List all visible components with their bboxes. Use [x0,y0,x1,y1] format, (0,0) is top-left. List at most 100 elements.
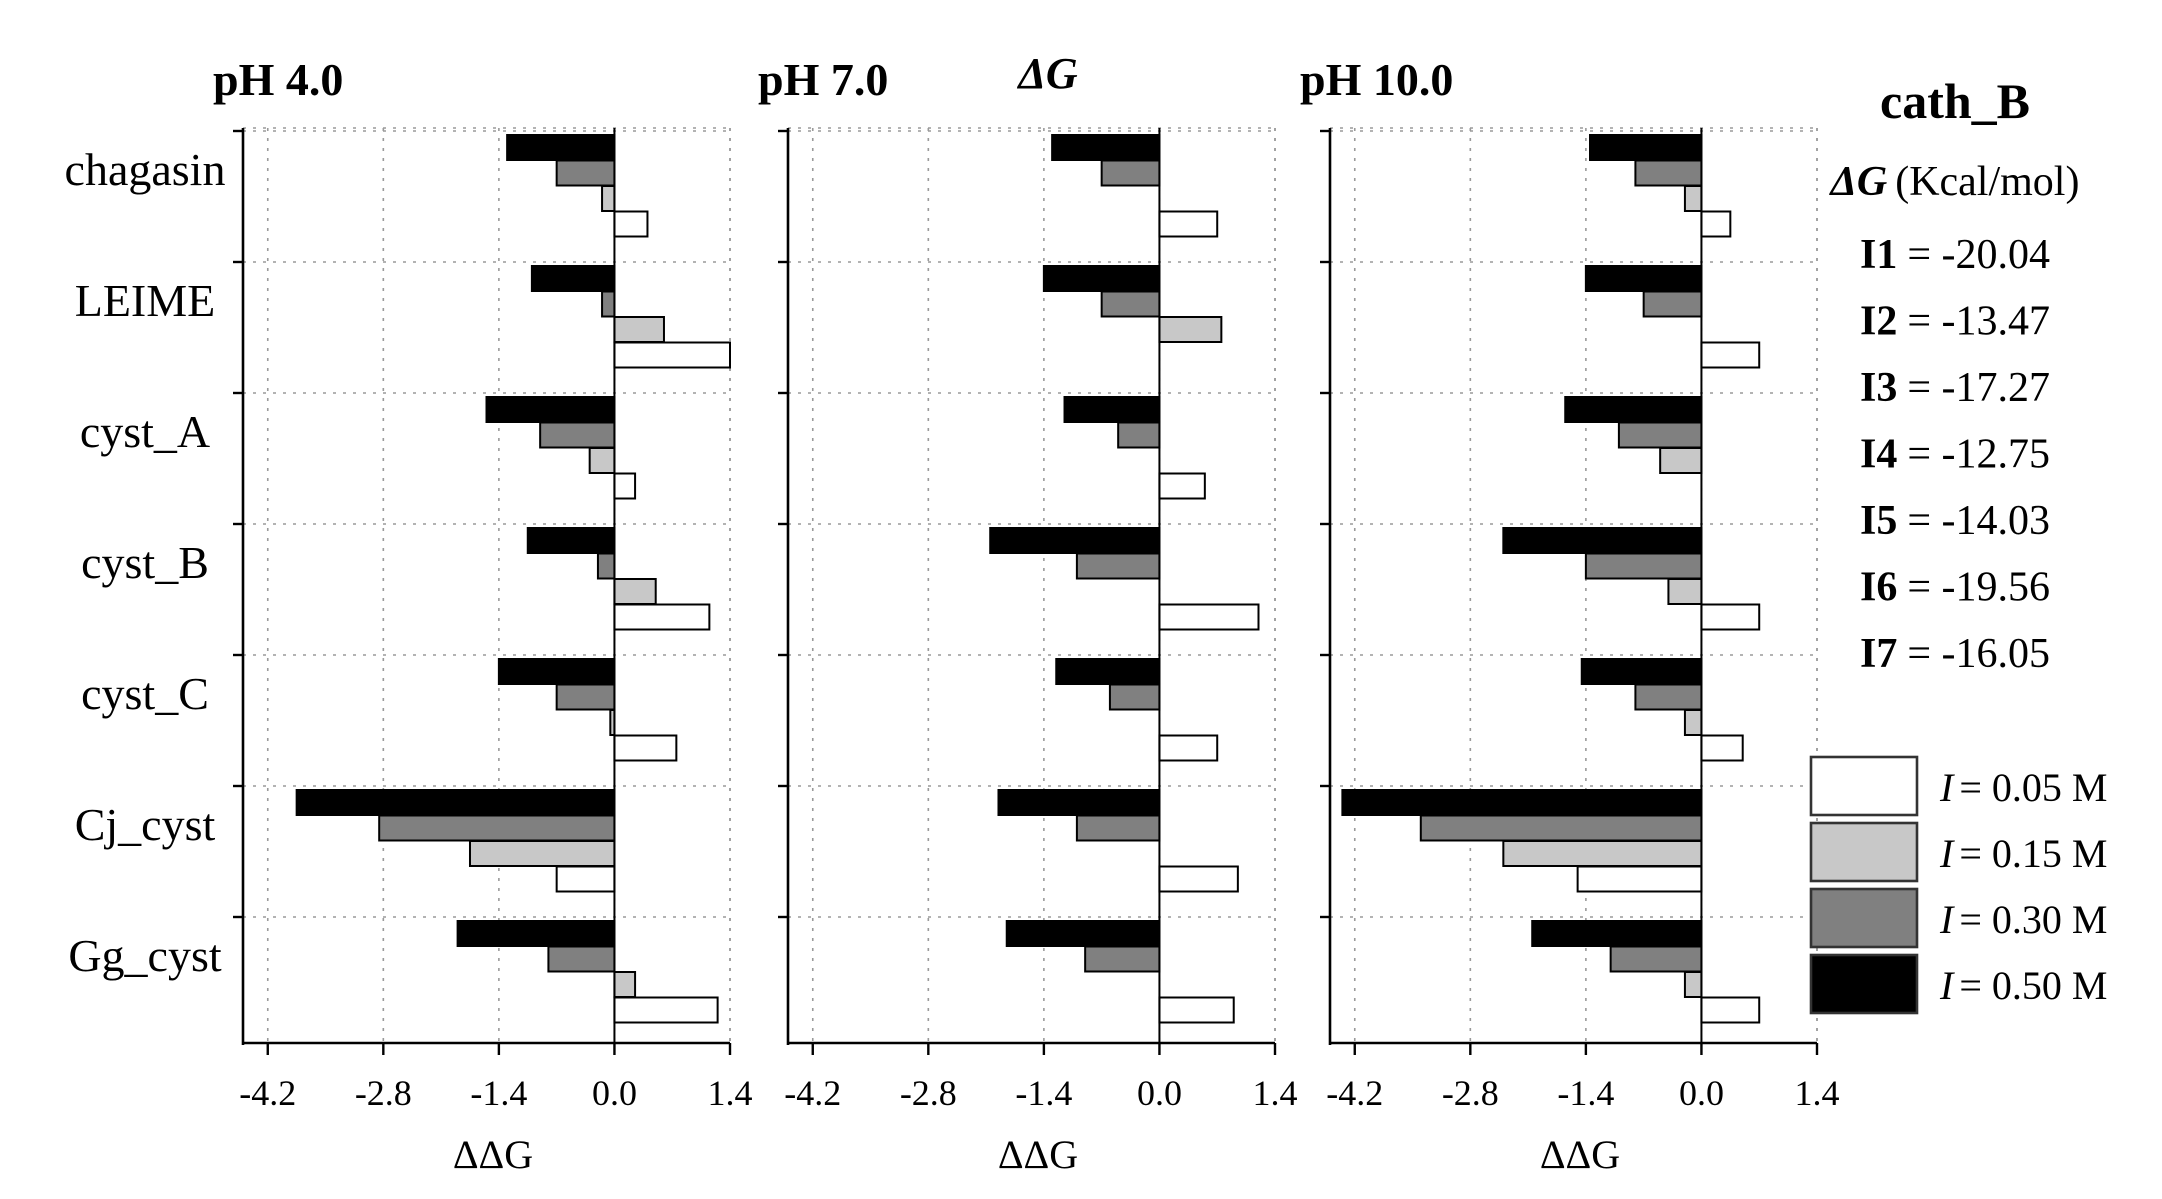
legend-swatch [1809,887,1919,949]
bar-cyst_C-0.30 [555,683,616,711]
bar-cyst_B-0.15 [613,578,657,605]
bar-cyst_C-0.50 [1580,658,1703,685]
entry-value: = -14.03 [1907,498,2050,544]
bar-chagasin-0.30 [1100,159,1161,187]
x-tick-label: 0.0 [1137,1073,1182,1113]
bar-LEIME-0.15 [613,316,665,343]
category-label: Gg_cyst [68,930,222,981]
bar-Cj_cyst-0.30 [378,814,616,842]
side-panel-entry: I3 = -17.27 [1860,365,2050,411]
panels-group: pH 4.0 -4.2 -2.8 -1.4 0.0 1.4 ΔΔG chagasin LEIME… [65,54,1840,1177]
bar-chagasin-0.50 [1589,134,1703,161]
legend-label: I = 0.30 M [1939,897,2107,942]
x-axis-label: ΔΔG [453,1132,533,1177]
legend-label: I = 0.50 M [1939,963,2107,1008]
bar-cyst_C-0.05 [1158,734,1219,762]
side-panel-unit: (Kcal/mol) [1895,159,2079,205]
legend-text: = 0.15 M [1959,831,2107,876]
bar-Gg_cyst-0.50 [1005,920,1161,947]
bar-cyst_C-0.05 [613,734,678,762]
bar-chagasin-0.05 [613,210,649,238]
x-tick-label: -4.2 [239,1073,296,1113]
legend-label: I = 0.15 M [1939,831,2107,876]
panel-3: pH 10.0 -4.2 -2.8 -1.4 0.0 1.4 ΔΔG [1300,54,1840,1177]
bar-Cj_cyst-0.30 [1419,814,1703,842]
bar-cyst_B-0.50 [1502,527,1703,554]
x-axis-label: ΔΔG [1540,1132,1620,1177]
bar-cyst_A-0.30 [1117,421,1161,449]
bar-cyst_B-0.30 [1075,552,1161,580]
x-tick-label: 1.4 [1253,1073,1298,1113]
bar-cyst_A-0.15 [588,447,616,474]
legend-swatch [1809,821,1919,883]
panel-1: pH 4.0 -4.2 -2.8 -1.4 0.0 1.4 ΔΔG chagasin LEIME… [65,54,753,1177]
panel-title: pH 7.0 [758,54,888,105]
bar-cyst_C-0.50 [1055,658,1161,685]
bar-cyst_B-0.50 [526,527,616,554]
side-panel-title: cath_B [1880,73,2030,129]
bar-cyst_A-0.50 [485,396,616,423]
bar-cyst_B-0.05 [1158,603,1260,631]
bar-LEIME-0.50 [530,265,616,292]
bar-chagasin-0.05 [1700,210,1732,238]
category-label: cyst_A [80,406,210,457]
legend: I = 0.05 MI = 0.15 MI = 0.30 MI = 0.50 M [1809,755,2107,1015]
x-axis-label: ΔΔG [998,1132,1078,1177]
entry-label: I4 [1860,432,1897,478]
panel-title: pH 10.0 [1300,54,1453,105]
bar-chagasin-0.15 [601,185,616,212]
bar-cyst_C-0.05 [1700,734,1744,762]
bar-chagasin-0.50 [1051,134,1161,161]
x-tick-label: 1.4 [1795,1073,1840,1113]
bar-chagasin-0.30 [555,159,616,187]
bar-cyst_A-0.50 [1564,396,1703,423]
legend-swatch [1809,953,1919,1015]
bar-Cj_cyst-0.50 [1341,789,1703,816]
x-tick-label: -2.8 [1442,1073,1499,1113]
figure-title: ΔG [1016,49,1078,98]
bar-cyst_B-0.50 [989,527,1161,554]
x-tick-label: -1.4 [470,1073,527,1113]
panel-title: pH 4.0 [213,54,343,105]
side-panel-entry: I6 = -19.56 [1860,565,2050,611]
bar-cyst_C-0.15 [1683,709,1703,736]
entry-value: = -12.75 [1907,432,2050,478]
entry-label: I3 [1860,365,1897,411]
x-tick-label: -2.8 [900,1073,957,1113]
bar-cyst_A-0.05 [1158,472,1206,500]
panel-2: pH 7.0 -4.2 -2.8 -1.4 0.0 1.4 ΔΔG [758,54,1298,1177]
bar-cyst_C-0.30 [1634,683,1703,711]
legend-symbol: I [1939,831,1955,876]
side-panel-entry: I4 = -12.75 [1860,432,2050,478]
bar-Cj_cyst-0.50 [295,789,616,816]
legend-text: = 0.50 M [1959,963,2107,1008]
entry-label: I1 [1860,232,1897,278]
bar-Gg_cyst-0.50 [1531,920,1703,947]
bar-LEIME-0.30 [601,290,616,318]
bar-LEIME-0.05 [613,341,731,369]
bar-cyst_C-0.50 [497,658,616,685]
side-panel-subtitle: ΔG (Kcal/mol) [1829,159,2080,205]
bar-LEIME-0.30 [1642,290,1703,318]
bar-chagasin-0.50 [506,134,616,161]
bar-LEIME-0.15 [1158,316,1223,343]
side-panel-entry: I5 = -14.03 [1860,498,2050,544]
bar-LEIME-0.05 [1700,341,1761,369]
side-panel-entry: I1 = -20.04 [1860,232,2050,278]
entry-value: = -13.47 [1907,299,2050,345]
bar-Gg_cyst-0.05 [1158,996,1235,1024]
legend-label: I = 0.05 M [1939,765,2107,810]
entry-label: I5 [1860,498,1897,544]
legend-swatch [1809,755,1919,817]
bar-Cj_cyst-0.15 [1502,840,1703,867]
bar-Gg_cyst-0.30 [1609,945,1703,973]
bar-Gg_cyst-0.05 [613,996,719,1024]
bar-Gg_cyst-0.30 [547,945,616,973]
x-tick-label: -4.2 [1326,1073,1383,1113]
bar-chagasin-0.15 [1683,185,1703,212]
bar-cyst_C-0.30 [1108,683,1161,711]
bar-Cj_cyst-0.05 [1576,865,1703,893]
category-label: LEIME [75,275,216,326]
